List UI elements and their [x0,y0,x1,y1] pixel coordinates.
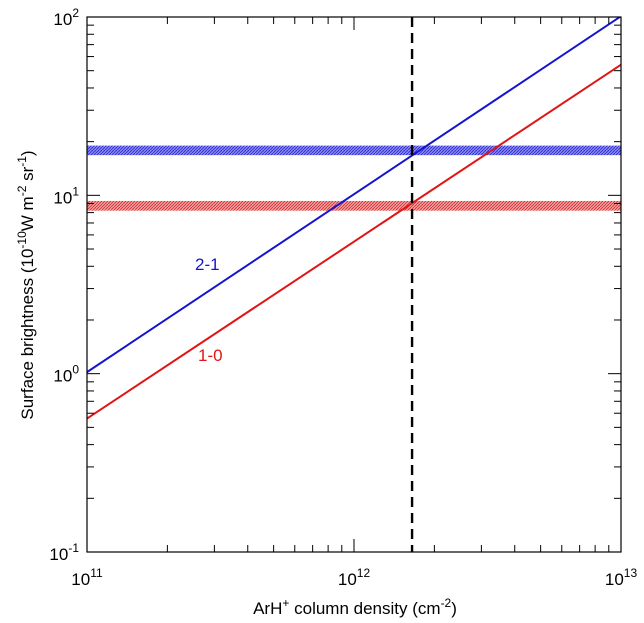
plot-frame [86,16,622,553]
x-tick-label: 1011 [71,566,103,589]
y-tick-label: 102 [53,6,79,29]
band-1-0 [87,200,621,211]
band-2-1 [87,145,621,156]
series-label-2-1: 2-1 [195,255,220,274]
y-tick-label: 100 [53,363,79,386]
y-tick-label: 101 [53,184,79,207]
y-tick-label: 10-1 [49,541,79,564]
x-axis-label: ArH+ column density (cm-2) [253,596,457,618]
series-line-1-0 [87,63,621,420]
y-axis-label: Surface brightness (10-10W m-2 sr-1) [15,150,37,419]
x-tick-label: 1012 [338,566,371,589]
series-label-1-0: 1-0 [198,346,223,365]
x-tick-label: 1013 [605,566,638,589]
series-line-2-1 [87,17,621,373]
